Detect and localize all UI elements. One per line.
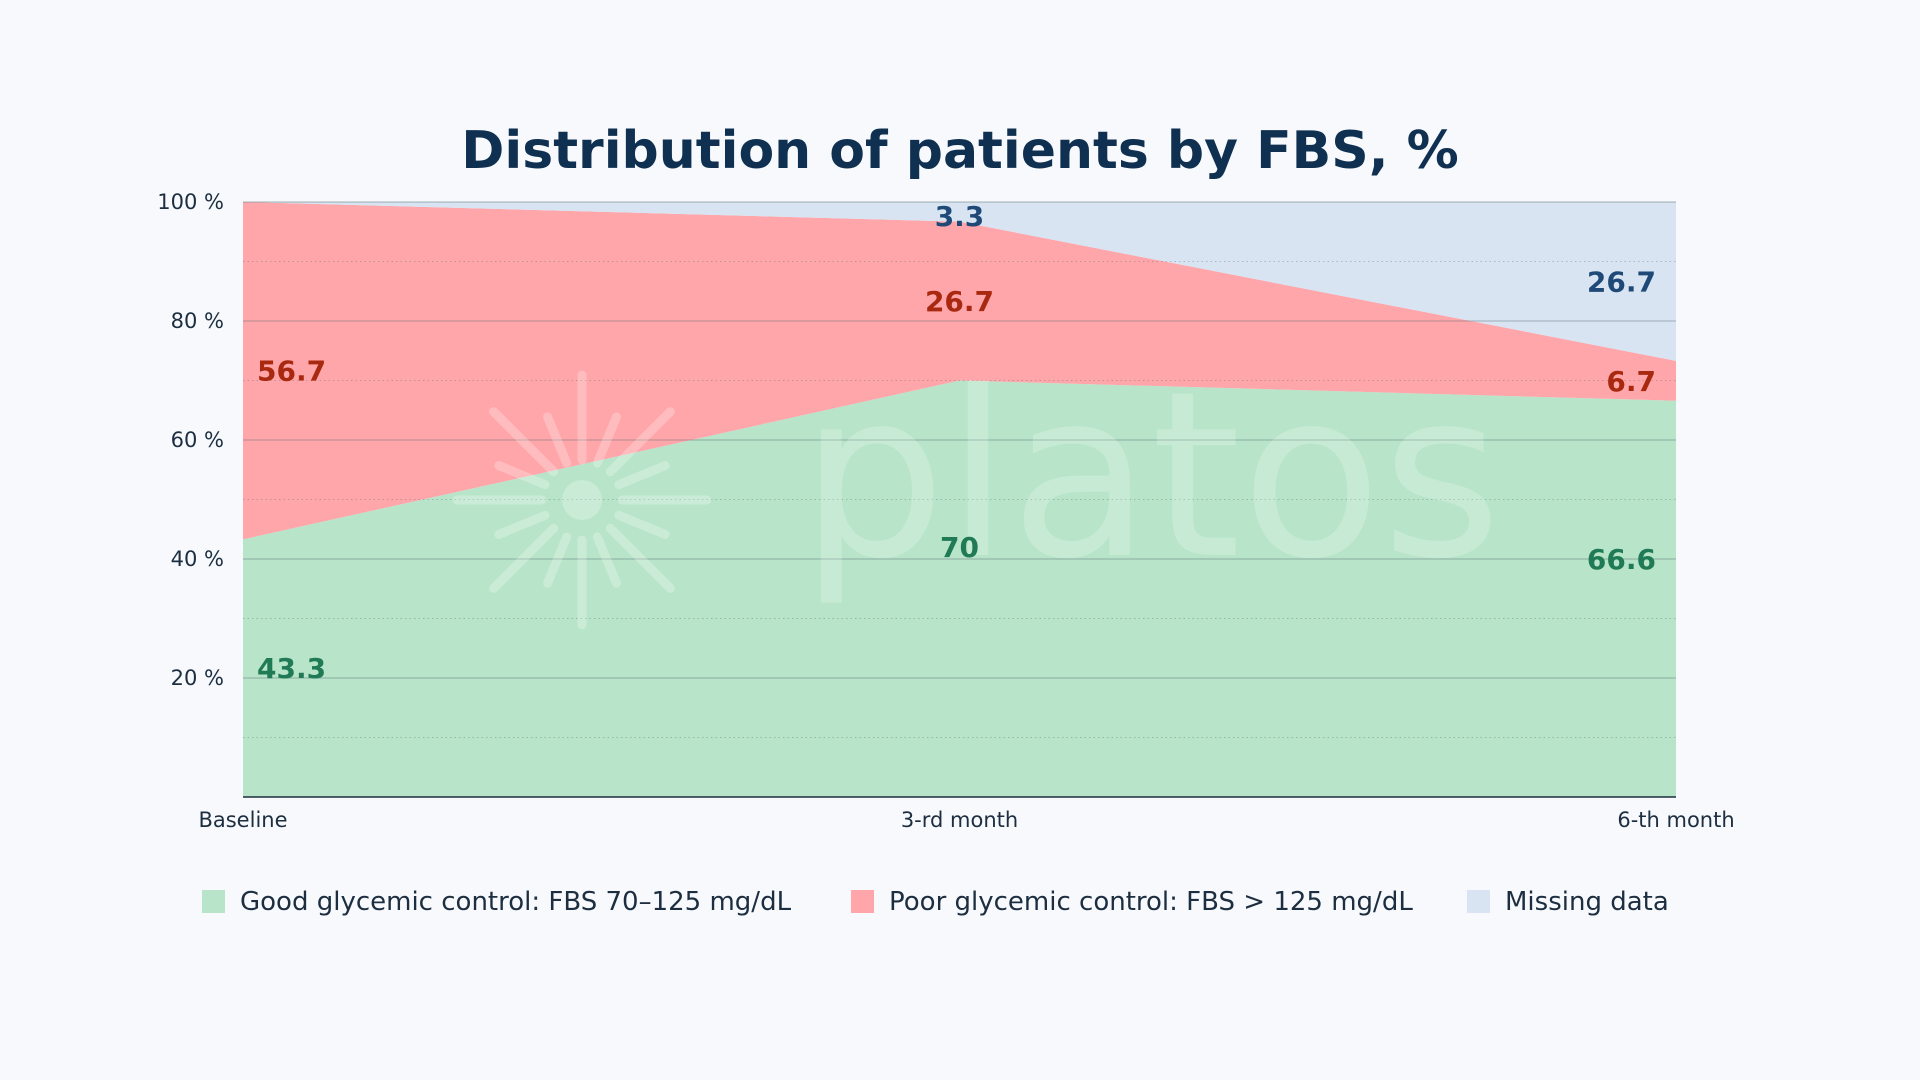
watermark-sun-ray	[543, 412, 572, 468]
legend-item: Good glycemic control: FBS 70–125 mg/dL	[202, 887, 792, 917]
data-label: 66.6	[1587, 543, 1656, 576]
watermark-text: platos	[800, 343, 1502, 610]
legend-label: Missing data	[1505, 887, 1669, 917]
watermark-sun-ray	[614, 461, 670, 490]
watermark-sun-ray	[494, 461, 550, 490]
area-series-3	[243, 202, 1676, 361]
watermark-sun-ray	[592, 412, 621, 468]
y-tick-label: 100 %	[157, 190, 224, 214]
y-tick-label: 60 %	[171, 428, 224, 452]
data-label: 3.3	[935, 200, 985, 233]
data-label: 56.7	[257, 355, 326, 388]
watermark-logo: platos	[452, 343, 1502, 630]
watermark-sun-ray	[494, 510, 550, 539]
legend-swatch	[851, 890, 874, 913]
legend-label: Good glycemic control: FBS 70–125 mg/dL	[240, 887, 792, 917]
data-label: 70	[940, 531, 979, 564]
data-label: 26.7	[1587, 265, 1656, 298]
grid-layer	[243, 201, 1676, 738]
watermark-sun-ray	[489, 407, 559, 477]
labels-layer: 43.3 70 66.6 56.7 26.7 6.7 3.3 26.7	[257, 200, 1656, 685]
watermark-sun-ray	[605, 407, 675, 477]
chart-title: Distribution of patients by FBS, %	[461, 121, 1458, 181]
x-tick-label: 3-rd month	[901, 808, 1018, 832]
data-label: 26.7	[925, 285, 994, 318]
legend-layer: Good glycemic control: FBS 70–125 mg/dL P…	[202, 887, 1669, 917]
axis-layer: 20 % 40 % 60 % 80 % 100 % Baseline 3-rd month 6…	[157, 190, 1734, 832]
watermark-sun-ray	[605, 523, 675, 593]
legend-swatch	[202, 890, 225, 913]
area-series-1	[243, 380, 1676, 797]
watermark-sun-ray	[614, 510, 670, 539]
legend-label: Poor glycemic control: FBS > 125 mg/dL	[889, 887, 1413, 917]
legend-item: Missing data	[1467, 887, 1669, 917]
watermark-sun-ray	[489, 523, 559, 593]
legend-swatch	[1467, 890, 1490, 913]
areas-layer	[243, 202, 1676, 797]
area-series-2	[243, 202, 1676, 540]
legend-item: Poor glycemic control: FBS > 125 mg/dL	[851, 887, 1413, 917]
watermark-sun-ray	[592, 532, 621, 588]
y-tick-label: 80 %	[171, 309, 224, 333]
x-tick-label: 6-th month	[1617, 808, 1734, 832]
data-label: 43.3	[257, 652, 326, 685]
x-tick-label: Baseline	[198, 808, 287, 832]
watermark-layer: platos	[452, 343, 1502, 630]
watermark-sun-ray	[543, 532, 572, 588]
watermark-sun-core	[562, 480, 602, 520]
y-tick-label: 40 %	[171, 547, 224, 571]
y-tick-label: 20 %	[171, 666, 224, 690]
data-label: 6.7	[1606, 365, 1656, 398]
